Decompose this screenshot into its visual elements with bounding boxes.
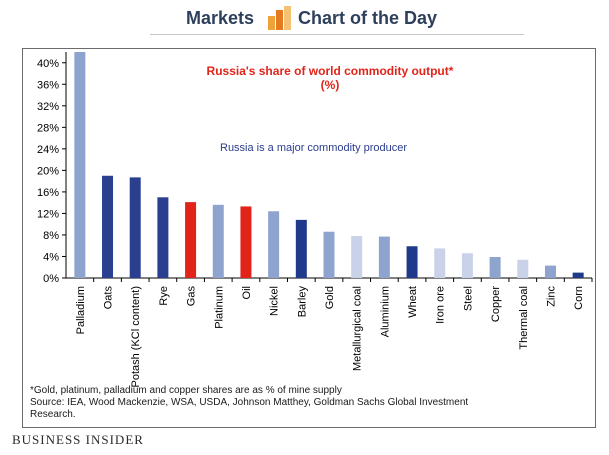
bar	[102, 175, 114, 278]
x-tick-label: Thermal coal	[518, 286, 530, 350]
header-chart-of-the-day: Chart of the Day	[298, 8, 438, 28]
header-markets: Markets	[186, 8, 255, 28]
bar	[544, 265, 556, 278]
x-tick-label: Oats	[103, 286, 115, 310]
x-tick-label: Rye	[158, 286, 170, 306]
footnote-line-3: Research.	[30, 409, 76, 420]
x-tick-label: Corn	[573, 286, 585, 310]
bar	[185, 202, 197, 278]
x-tick-label: Wheat	[407, 286, 419, 318]
brand-logo: BUSINESS INSIDER	[12, 432, 144, 447]
x-tick-label: Iron ore	[435, 286, 447, 324]
bar	[517, 259, 529, 278]
header: Markets Chart of the Day	[0, 0, 609, 38]
y-tick-label: 40%	[37, 58, 59, 70]
chart-subtitle: (%)	[320, 78, 340, 92]
header-divider	[150, 34, 524, 35]
chart-title: Russia's share of world commodity output…	[206, 64, 454, 78]
y-tick-label: 16%	[37, 187, 59, 199]
bar	[378, 236, 390, 278]
y-tick-label: 24%	[37, 144, 59, 156]
bar	[129, 177, 141, 278]
y-tick-label: 32%	[37, 101, 59, 113]
bar	[323, 231, 335, 278]
x-tick-label: Metallurgical coal	[352, 286, 364, 371]
footnote-line-2: Source: IEA, Wood Mackenzie, WSA, USDA, …	[30, 397, 469, 408]
chart-annotation: Russia is a major commodity producer	[220, 142, 408, 154]
chart-title-block: Russia's share of world commodity output…	[150, 64, 510, 92]
bar	[74, 52, 86, 278]
bar	[489, 257, 501, 278]
bar-chart-icon	[268, 6, 291, 30]
x-tick-label: Gold	[324, 286, 336, 309]
y-tick-label: 28%	[37, 122, 59, 134]
footnote: *Gold, platinum, palladium and copper sh…	[30, 385, 590, 421]
y-tick-label: 20%	[37, 165, 59, 177]
x-tick-label: Steel	[462, 286, 474, 311]
bar	[240, 206, 252, 278]
chart-frame	[22, 48, 596, 428]
bar	[406, 246, 418, 278]
bar	[212, 204, 224, 278]
x-tick-label: Gas	[186, 286, 198, 307]
y-tick-label: 12%	[37, 208, 59, 220]
x-tick-label: Potash (KCl content)	[130, 286, 142, 388]
bar	[157, 197, 169, 278]
bar	[434, 248, 446, 278]
x-tick-label: Zinc	[545, 286, 557, 307]
x-tick-label: Palladium	[75, 286, 87, 334]
y-tick-label: 4%	[43, 251, 59, 263]
bar	[295, 219, 307, 278]
bar	[268, 211, 280, 278]
y-tick-label: 8%	[43, 230, 59, 242]
x-tick-label: Barley	[296, 286, 308, 318]
bar	[461, 253, 473, 278]
footnote-line-1: *Gold, platinum, palladium and copper sh…	[30, 385, 342, 396]
y-tick-label: 0%	[43, 273, 59, 285]
bar	[572, 272, 584, 278]
x-tick-label: Copper	[490, 286, 502, 322]
x-tick-label: Nickel	[269, 286, 281, 316]
x-tick-label: Platinum	[213, 286, 225, 329]
x-tick-label: Aluminium	[379, 286, 391, 337]
y-tick-label: 36%	[37, 79, 59, 91]
x-tick-label: Oil	[241, 286, 253, 299]
bar	[351, 236, 363, 278]
